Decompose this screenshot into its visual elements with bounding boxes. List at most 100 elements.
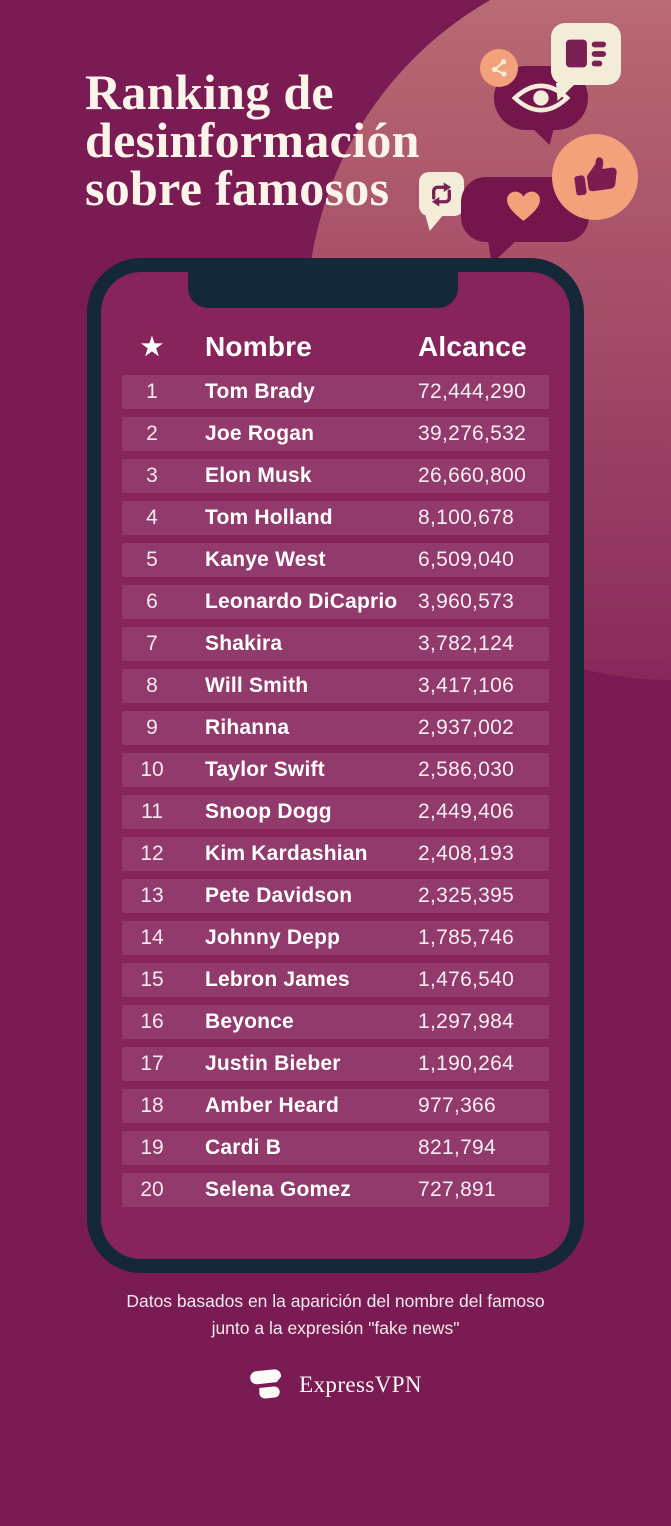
rank-cell: 9 [146,716,158,739]
footnote-line: Datos basados en la aparición del nombre… [126,1291,545,1311]
reach-cell: 26,660,800 [418,464,527,487]
name-cell: Beyonce [205,1010,294,1033]
reach-cell: 6,509,040 [418,548,515,571]
page-title-line: desinformación [85,111,420,168]
name-cell: Selena Gomez [205,1178,351,1201]
reach-cell: 1,476,540 [418,968,515,991]
rank-cell: 7 [146,632,158,655]
name-cell: Lebron James [205,968,350,991]
share-icon [491,58,507,77]
table-row: 8 Will Smith 3,417,106 [122,669,549,703]
table-row: 18 Amber Heard 977,366 [122,1089,549,1123]
rank-cell: 20 [140,1178,164,1201]
rank-cell: 3 [146,464,158,487]
column-header-name: Nombre [205,331,312,362]
retweet-speech-bubble [419,172,464,216]
table-row: 5 Kanye West 6,509,040 [122,543,549,577]
name-cell: Taylor Swift [205,758,325,781]
name-cell: Shakira [205,632,283,655]
name-cell: Leonardo DiCaprio [205,590,398,613]
heart-icon [507,191,540,221]
name-cell: Elon Musk [205,464,312,487]
table-row: 6 Leonardo DiCaprio 3,960,573 [122,585,549,619]
column-header-reach: Alcance [418,331,527,362]
table-row: 10 Taylor Swift 2,586,030 [122,753,549,787]
table-row: 15 Lebron James 1,476,540 [122,963,549,997]
eye-icon [512,83,570,113]
name-cell: Rihanna [205,716,290,739]
phone-mockup: ★ Nombre Alcance 1 Tom Brady 72,444,290 … [87,258,584,1273]
table-row: 20 Selena Gomez 727,891 [122,1173,549,1207]
name-cell: Kim Kardashian [205,842,368,865]
name-cell: Will Smith [205,674,309,697]
table-row: 4 Tom Holland 8,100,678 [122,501,549,535]
like-badge [552,134,638,220]
reach-cell: 72,444,290 [418,380,527,403]
page-title-line: sobre famosos [85,159,390,216]
reach-cell: 3,782,124 [418,632,515,655]
table-row: 17 Justin Bieber 1,190,264 [122,1047,549,1081]
rank-cell: 13 [140,884,164,907]
brand-logo: ExpressVPN [0,1367,671,1403]
rank-cell: 6 [146,590,158,613]
page-title: Ranking de desinformación sobre famosos [85,63,420,216]
name-cell: Amber Heard [205,1094,340,1117]
news-article-icon [565,39,607,68]
reach-cell: 39,276,532 [418,422,527,445]
page-title-line: Ranking de [85,63,334,120]
reach-cell: 821,794 [418,1136,497,1159]
name-cell: Johnny Depp [205,926,341,949]
expressvpn-logo-icon [250,1369,282,1399]
reach-cell: 1,190,264 [418,1052,515,1075]
reach-cell: 727,891 [418,1178,497,1201]
reach-cell: 8,100,678 [418,506,515,529]
table-row: 3 Elon Musk 26,660,800 [122,459,549,493]
reach-cell: 977,366 [418,1094,497,1117]
name-cell: Tom Holland [205,506,333,529]
name-cell: Tom Brady [205,380,315,403]
phone-screen: ★ Nombre Alcance 1 Tom Brady 72,444,290 … [101,272,570,1259]
rank-cell: 8 [146,674,158,697]
reach-cell: 2,586,030 [418,758,515,781]
rank-cell: 16 [140,1010,164,1033]
table-row: 1 Tom Brady 72,444,290 [122,375,549,409]
name-cell: Cardi B [205,1136,282,1159]
thumbs-up-icon [574,157,617,196]
name-cell: Pete Davidson [205,884,353,907]
star-icon: ★ [140,333,164,361]
ranking-rows: 1 Tom Brady 72,444,290 2 Joe Rogan 39,27… [122,375,549,1207]
rank-cell: 18 [140,1094,164,1117]
table-row: 11 Snoop Dogg 2,449,406 [122,795,549,829]
rank-cell: 11 [141,800,163,823]
reach-cell: 1,297,984 [418,1010,515,1033]
brand-name: ExpressVPN [299,1372,422,1397]
share-badge [480,49,518,87]
reach-cell: 2,408,193 [418,842,515,865]
table-row: 16 Beyonce 1,297,984 [122,1005,549,1039]
name-cell: Kanye West [205,548,326,571]
table-row: 2 Joe Rogan 39,276,532 [122,417,549,451]
table-row: 13 Pete Davidson 2,325,395 [122,879,549,913]
reach-cell: 2,937,002 [418,716,515,739]
footnote-line: junto a la expresión "fake news" [211,1318,460,1338]
table-row: 12 Kim Kardashian 2,408,193 [122,837,549,871]
reach-cell: 2,449,406 [418,800,515,823]
retweet-icon [431,181,452,207]
table-row: 7 Shakira 3,782,124 [122,627,549,661]
phone-notch [188,258,458,308]
reach-cell: 2,325,395 [418,884,515,907]
table-row: 19 Cardi B 821,794 [122,1131,549,1165]
rank-cell: 19 [140,1136,164,1159]
rank-cell: 5 [146,548,158,571]
rank-cell: 12 [140,842,164,865]
rank-cell: 1 [146,380,158,403]
footnote: Datos basados en la aparición del nombre… [0,1288,671,1342]
name-cell: Justin Bieber [205,1052,341,1075]
table-header: ★ Nombre Alcance [122,331,549,363]
name-cell: Snoop Dogg [205,800,332,823]
rank-cell: 14 [140,926,164,949]
reach-cell: 1,785,746 [418,926,515,949]
table-row: 14 Johnny Depp 1,785,746 [122,921,549,955]
table-row: 9 Rihanna 2,937,002 [122,711,549,745]
reach-cell: 3,417,106 [418,674,515,697]
